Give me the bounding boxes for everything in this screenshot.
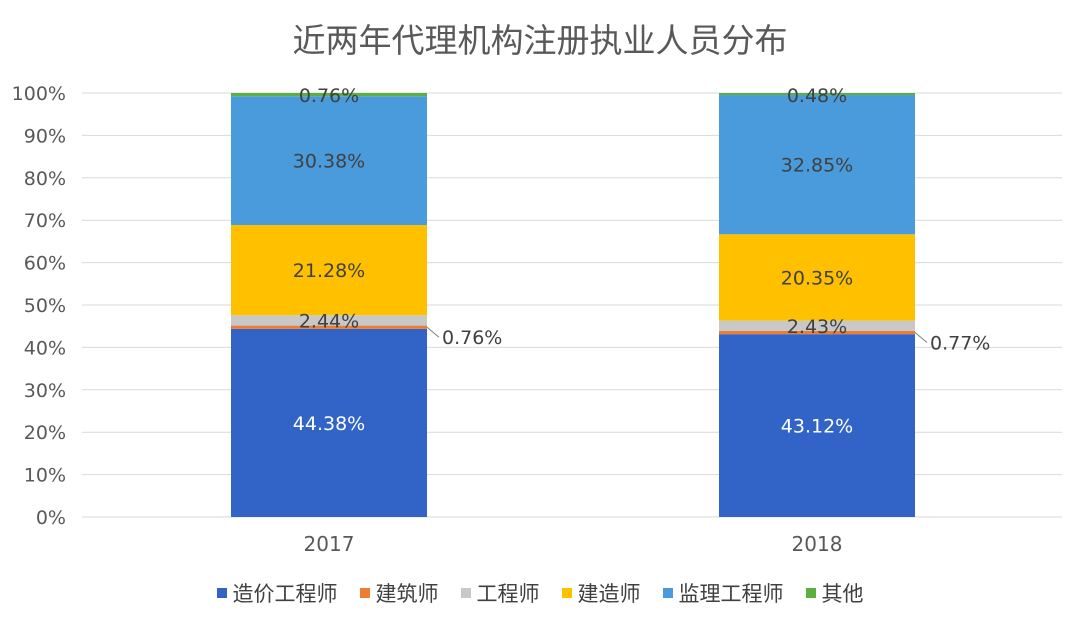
- legend-item: 其他: [805, 578, 864, 608]
- chart-title: 近两年代理机构注册执业人员分布: [292, 21, 788, 60]
- bar-segment: [231, 93, 427, 97]
- legend-label: 监理工程师: [678, 582, 784, 606]
- x-tick-label: 2018: [792, 532, 843, 556]
- bar-segment: [231, 315, 427, 326]
- data-label: 0.77%: [930, 333, 990, 355]
- bar-segment: [719, 320, 915, 331]
- legend-swatch: [662, 588, 673, 598]
- bar-segment: [231, 225, 427, 316]
- legend-swatch: [561, 588, 572, 598]
- bar-segment: [719, 330, 915, 335]
- data-label: 0.76%: [442, 327, 502, 349]
- legend-label: 工程师: [476, 582, 540, 606]
- legend-label: 造价工程师: [232, 582, 338, 606]
- bar-segment: [719, 95, 915, 235]
- bar-segment: [231, 96, 427, 226]
- y-tick-label: 80%: [24, 168, 66, 190]
- y-tick-label: 50%: [24, 295, 66, 317]
- legend: 造价工程师 建筑师 工程师 建造师 监理工程师 其他: [0, 578, 1080, 608]
- legend-swatch: [216, 588, 227, 598]
- y-tick-label: 40%: [24, 337, 66, 359]
- legend-item: 建筑师: [359, 578, 439, 608]
- legend-item: 造价工程师: [216, 578, 338, 608]
- y-tick-label: 0%: [36, 507, 66, 529]
- leader-line: [914, 332, 928, 343]
- y-tick-label: 10%: [24, 465, 66, 487]
- legend-item: 建造师: [561, 578, 641, 608]
- bar-segment: [719, 93, 915, 96]
- y-tick-label: 90%: [24, 125, 66, 147]
- y-tick-label: 30%: [24, 380, 66, 402]
- leader-line: [426, 326, 440, 338]
- data-label: 21.28%: [293, 260, 365, 282]
- x-tick-label: 2017: [304, 532, 355, 556]
- legend-label: 其他: [821, 582, 864, 606]
- legend-swatch: [359, 588, 370, 598]
- data-label: 43.12%: [781, 416, 853, 438]
- data-label: 0.76%: [299, 85, 359, 107]
- legend-label: 建筑师: [375, 582, 439, 606]
- data-label: 0.48%: [787, 85, 847, 107]
- y-tick-label: 100%: [12, 83, 66, 105]
- y-tick-label: 60%: [24, 253, 66, 275]
- data-label: 2.44%: [299, 310, 359, 332]
- bar-segment: [719, 234, 915, 321]
- bar-segment: [231, 328, 427, 517]
- data-label: 2.43%: [787, 316, 847, 338]
- y-tick-label: 20%: [24, 422, 66, 444]
- bar-segment: [231, 325, 427, 329]
- legend-item: 工程师: [460, 578, 540, 608]
- y-tick-label: 70%: [24, 210, 66, 232]
- legend-swatch: [460, 588, 471, 598]
- data-label: 44.38%: [293, 413, 365, 435]
- data-label: 20.35%: [781, 267, 853, 289]
- data-label: 30.38%: [293, 151, 365, 173]
- data-label: 32.85%: [781, 155, 853, 177]
- legend-label: 建造师: [577, 582, 641, 606]
- legend-item: 监理工程师: [662, 578, 784, 608]
- bar-segment: [719, 334, 915, 517]
- legend-swatch: [805, 588, 816, 598]
